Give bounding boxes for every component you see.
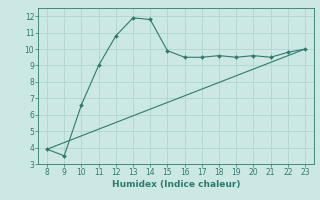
- X-axis label: Humidex (Indice chaleur): Humidex (Indice chaleur): [112, 180, 240, 189]
